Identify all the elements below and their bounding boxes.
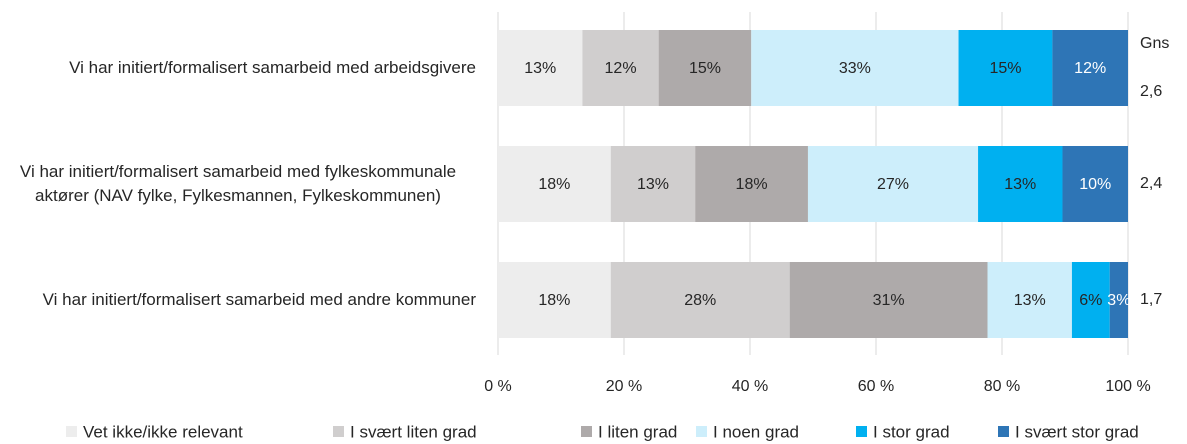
bar-segment (610, 262, 790, 338)
bar-segment (1052, 30, 1128, 106)
bar-segment (807, 146, 979, 222)
data-label: 18% (736, 176, 768, 193)
bar-segment (1071, 262, 1110, 338)
bar-segment (498, 146, 611, 222)
data-label: 13% (637, 176, 669, 193)
data-label: 12% (605, 60, 637, 77)
legend-swatch (856, 426, 867, 437)
data-label: 13% (1004, 176, 1036, 193)
x-tick-label: 40 % (732, 378, 768, 395)
data-label: 13% (524, 60, 556, 77)
data-label: 13% (1014, 292, 1046, 309)
average-value: 1,7 (1140, 291, 1162, 308)
average-value: 2,6 (1140, 83, 1162, 100)
x-tick-label: 60 % (858, 378, 894, 395)
bar-segment (695, 146, 808, 222)
data-label: 27% (877, 176, 909, 193)
data-label: 18% (538, 292, 570, 309)
legend-swatch (581, 426, 592, 437)
legend-label: I svært liten grad (350, 422, 477, 441)
bar-segment (958, 30, 1053, 106)
data-label: 10% (1079, 176, 1111, 193)
x-tick-label: 0 % (484, 378, 512, 395)
bar-segment (498, 262, 611, 338)
bar-segment (498, 30, 583, 106)
category-label: Vi har initiert/formalisert samarbeid me… (0, 23, 476, 113)
bar-segment (751, 30, 959, 106)
data-label: 3% (1107, 292, 1130, 309)
category-text: Vi har initiert/formalisert samarbeid me… (69, 58, 476, 77)
legend-swatch (998, 426, 1009, 437)
legend-label: I liten grad (598, 422, 677, 441)
category-label: Vi har initiert/formalisert samarbeid me… (0, 255, 476, 345)
bar-segment (610, 146, 696, 222)
bar-segment (658, 30, 752, 106)
category-label: Vi har initiert/formalisert samarbeid me… (0, 139, 476, 229)
data-label: 15% (989, 60, 1021, 77)
data-label: 6% (1079, 292, 1102, 309)
data-label: 12% (1074, 60, 1106, 77)
bar-segment (1109, 262, 1128, 338)
x-tick-label: 20 % (606, 378, 642, 395)
average-value: 2,4 (1140, 175, 1162, 192)
bar-segment (978, 146, 1063, 222)
bar-segment (582, 30, 659, 106)
category-text: Vi har initiert/formalisert samarbeid me… (42, 290, 476, 309)
legend-swatch (696, 426, 707, 437)
legend-swatch (333, 426, 344, 437)
legend-label: I svært stor grad (1015, 422, 1139, 441)
x-tick-label: 80 % (984, 378, 1020, 395)
bar-segment (789, 262, 988, 338)
data-label: 31% (873, 292, 905, 309)
data-label: 18% (538, 176, 570, 193)
legend-swatch (66, 426, 77, 437)
x-tick-label: 100 % (1105, 378, 1150, 395)
average-header: Gns (1140, 35, 1169, 52)
bar-segment (987, 262, 1072, 338)
data-label: 28% (684, 292, 716, 309)
category-text: Vi har initiert/formalisert samarbeid me… (19, 162, 457, 205)
data-label: 33% (839, 60, 871, 77)
legend-label: I stor grad (873, 422, 950, 441)
legend-label: Vet ikke/ikke relevant (83, 422, 243, 441)
legend-label: I noen grad (713, 422, 799, 441)
data-label: 15% (689, 60, 721, 77)
bar-segment (1062, 146, 1128, 222)
